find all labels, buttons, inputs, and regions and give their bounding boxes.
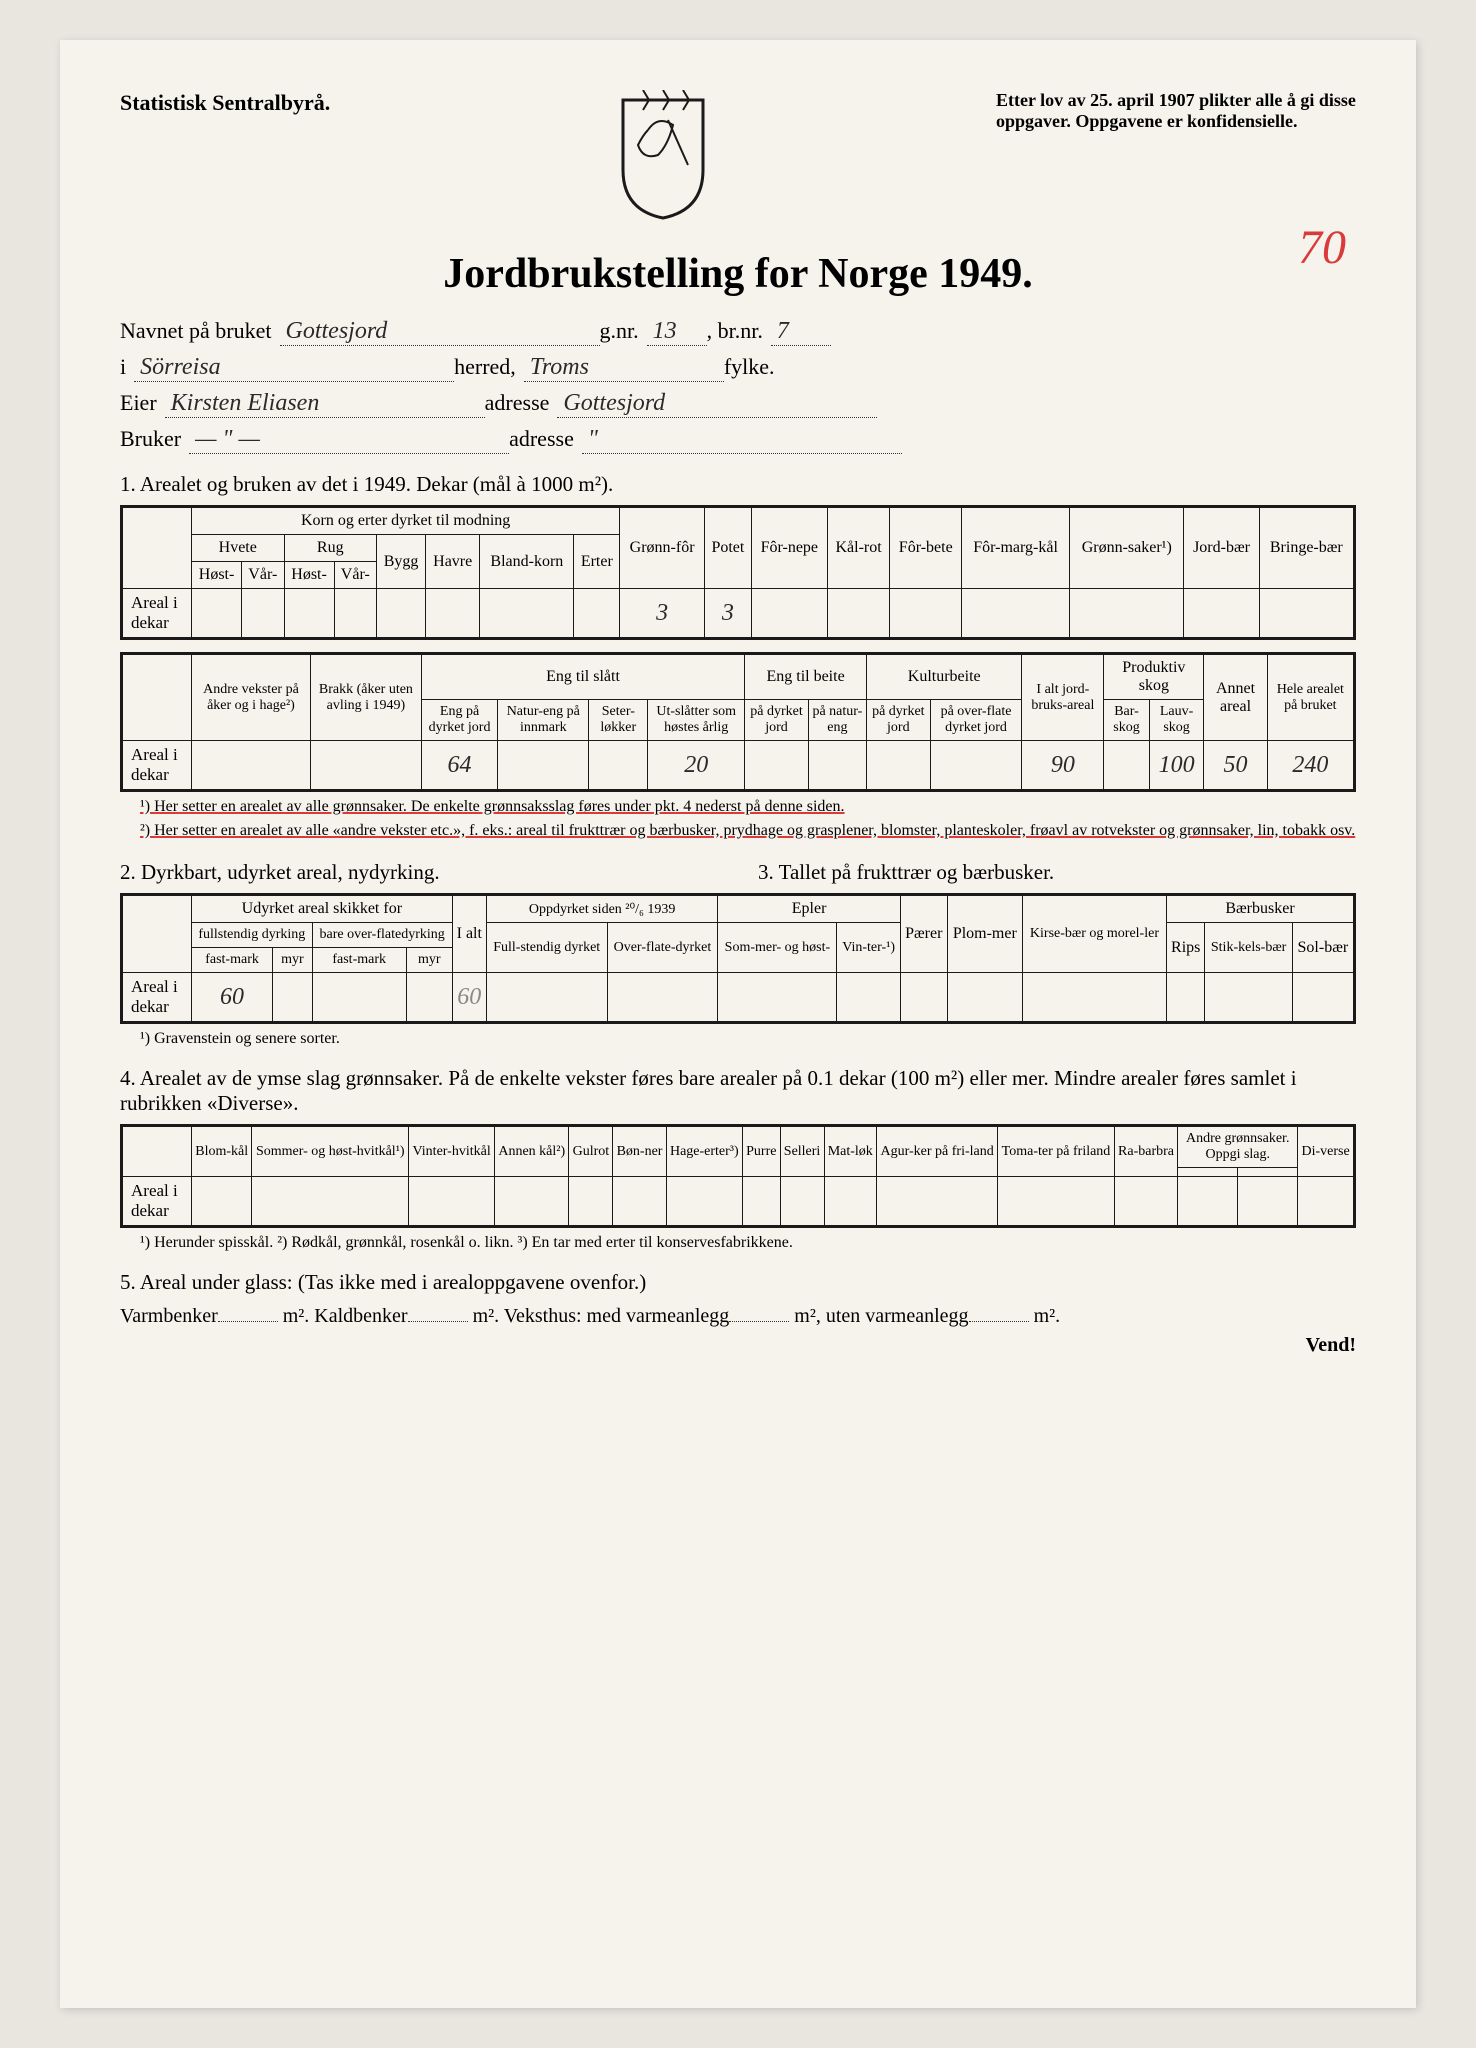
- municipality: Sörreisa: [134, 354, 454, 382]
- val-annet: 50: [1204, 741, 1267, 791]
- footnote-1: ¹) Her setter en arealet av alle grønnsa…: [140, 798, 1356, 816]
- table-1a: Korn og erter dyrket til modning Grønn-f…: [120, 505, 1356, 640]
- form-title: Jordbrukstelling for Norge 1949.: [120, 250, 1356, 298]
- footnote-3: ¹) Gravenstein og senere sorter.: [140, 1030, 1356, 1048]
- farm-name: Gottesjord: [280, 318, 600, 346]
- owner-address: Gottesjord: [557, 390, 877, 418]
- meta-line-name: Navnet på bruket Gottesjord g.nr. 13 , b…: [120, 318, 1356, 346]
- val-utslatter: 20: [648, 741, 745, 791]
- table-1b: Andre vekster på åker og i hage²) Brakk …: [120, 652, 1356, 792]
- owner: Kirsten Eliasen: [165, 390, 485, 418]
- legal-notice: Etter lov av 25. april 1907 plikter alle…: [996, 90, 1356, 132]
- agency-name: Statistisk Sentralbyrå.: [120, 90, 330, 116]
- census-form-page: Statistisk Sentralbyrå. Etter lov av 25.…: [60, 40, 1416, 2008]
- gnr: 13: [647, 318, 707, 346]
- meta-line-location: i Sörreisa herred, Troms fylke.: [120, 354, 1356, 382]
- footnote-2: ²) Her setter en arealet av alle «andre …: [140, 822, 1356, 840]
- page-number-handwritten: 70: [1298, 220, 1346, 275]
- val-ialt2: 60: [452, 973, 486, 1023]
- user: — " —: [189, 426, 509, 454]
- section-2-title: 2. Dyrkbart, udyrket areal, nydyrking.: [120, 860, 718, 885]
- val-potet: 3: [704, 589, 751, 639]
- section-4-title: 4. Arealet av de ymse slag grønnsaker. P…: [120, 1066, 1356, 1116]
- val-gronnfor: 3: [620, 589, 705, 639]
- val-eng-dyrket: 64: [421, 741, 497, 791]
- footnote-4: ¹) Herunder spisskål. ²) Rødkål, grønnkå…: [140, 1234, 1356, 1252]
- val-lauv: 100: [1149, 741, 1204, 791]
- header: Statistisk Sentralbyrå. Etter lov av 25.…: [120, 90, 1356, 220]
- meta-line-user: Bruker — " — adresse ": [120, 426, 1356, 454]
- section-1-title: 1. Arealet og bruken av det i 1949. Deka…: [120, 472, 1356, 497]
- section-5-title: 5. Areal under glass: (Tas ikke med i ar…: [120, 1270, 1356, 1295]
- coat-of-arms: [613, 90, 713, 220]
- section-5-line: Varmbenker m². Kaldbenker m². Veksthus: …: [120, 1305, 1356, 1328]
- val-ialt: 90: [1022, 741, 1104, 791]
- table-4: Blom-kål Sommer- og høst-hvitkål¹) Vinte…: [120, 1124, 1356, 1228]
- section-3-title: 3. Tallet på frukttrær og bærbusker.: [758, 860, 1356, 885]
- brnr: 7: [771, 318, 831, 346]
- table-2-3: Udyrket areal skikket for I alt Oppdyrke…: [120, 893, 1356, 1024]
- user-address: ": [582, 426, 902, 454]
- val-fastmark: 60: [192, 973, 273, 1023]
- turn-page: Vend!: [120, 1334, 1356, 1357]
- val-hele: 240: [1267, 741, 1354, 791]
- meta-line-owner: Eier Kirsten Eliasen adresse Gottesjord: [120, 390, 1356, 418]
- county: Troms: [524, 354, 724, 382]
